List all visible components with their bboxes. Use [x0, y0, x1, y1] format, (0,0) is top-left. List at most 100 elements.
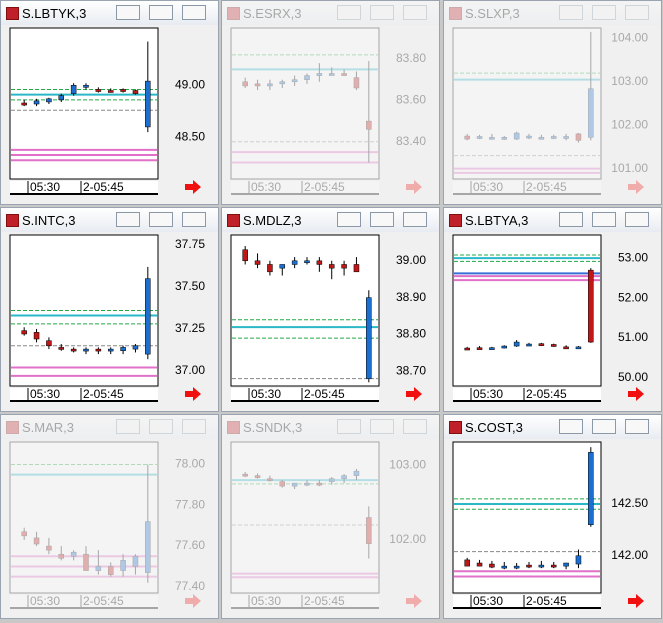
candle-body	[588, 88, 594, 138]
candle-body	[279, 81, 286, 85]
candle-body	[21, 330, 27, 335]
minimize-button[interactable]	[337, 212, 361, 227]
restore-button[interactable]	[149, 212, 173, 227]
scroll-arrow[interactable]	[406, 387, 422, 401]
y-tick-label: 37.00	[175, 363, 205, 377]
candle-body	[366, 120, 372, 130]
scroll-arrow[interactable]	[406, 594, 422, 608]
close-button[interactable]	[403, 419, 427, 434]
close-button[interactable]	[182, 5, 206, 20]
time-label: 05:30	[473, 594, 503, 608]
y-tick-label: 83.60	[396, 93, 426, 107]
minimize-button[interactable]	[559, 5, 583, 20]
close-button[interactable]	[403, 212, 427, 227]
window-icon	[227, 214, 240, 227]
close-button[interactable]	[182, 419, 206, 434]
candle-body	[107, 348, 114, 352]
restore-button[interactable]	[592, 212, 616, 227]
candle-body	[489, 563, 495, 568]
close-button[interactable]	[403, 5, 427, 20]
y-tick-label: 49.00	[175, 77, 205, 91]
candle-body	[21, 102, 27, 106]
candle-body	[563, 136, 569, 139]
minimize-button[interactable]	[116, 419, 140, 434]
candle-body	[33, 537, 40, 545]
candle-body	[33, 332, 40, 340]
candle-body	[476, 562, 483, 567]
candle-body	[254, 83, 261, 87]
y-tick-label: 83.80	[396, 51, 426, 65]
restore-button[interactable]	[370, 212, 394, 227]
candle-body	[501, 565, 508, 569]
chart-window: S.LBTYK,3 49.00 48.50 05:30 2-05:45	[0, 0, 219, 205]
window-icon	[449, 7, 462, 20]
y-tick-label: 103.00	[611, 74, 648, 88]
scroll-arrow[interactable]	[628, 180, 644, 194]
title-bar: S.LBTYA,3	[444, 208, 661, 232]
scroll-arrow[interactable]	[628, 594, 644, 608]
candle-body	[550, 344, 557, 347]
candle-body	[513, 341, 520, 347]
close-button[interactable]	[625, 5, 649, 20]
title-bar: S.LBTYK,3	[1, 1, 218, 25]
window-title: S.LBTYK,3	[22, 6, 87, 21]
candle-body	[538, 343, 545, 346]
candle-body	[267, 478, 273, 481]
candle-body	[501, 137, 508, 140]
restore-button[interactable]	[149, 5, 173, 20]
chart: 39.00 38.90 38.80 38.70 05:30 2-05:45	[230, 234, 426, 402]
scroll-arrow[interactable]	[406, 180, 422, 194]
title-bar: S.COST,3	[444, 415, 661, 439]
close-button[interactable]	[625, 419, 649, 434]
minimize-button[interactable]	[337, 5, 361, 20]
restore-button[interactable]	[370, 5, 394, 20]
minimize-button[interactable]	[559, 419, 583, 434]
close-button[interactable]	[625, 212, 649, 227]
y-tick-label: 53.00	[618, 250, 648, 264]
y-tick-label: 77.40	[175, 579, 205, 593]
time-label: 05:30	[251, 180, 281, 194]
window-title: S.INTC,3	[22, 213, 76, 228]
candle-body	[70, 551, 77, 557]
y-tick-label: 39.00	[396, 253, 426, 267]
restore-button[interactable]	[592, 5, 616, 20]
restore-button[interactable]	[149, 419, 173, 434]
y-tick-label: 38.80	[396, 327, 426, 341]
minimize-button[interactable]	[116, 5, 140, 20]
candle-body	[58, 95, 65, 101]
y-tick-label: 77.60	[175, 538, 205, 552]
minimize-button[interactable]	[116, 212, 140, 227]
candle-body	[550, 136, 557, 139]
candle-body	[353, 470, 360, 476]
restore-button[interactable]	[370, 419, 394, 434]
candle-body	[95, 89, 102, 92]
time-label: 05:30	[30, 594, 60, 608]
minimize-button[interactable]	[559, 212, 583, 227]
restore-button[interactable]	[592, 419, 616, 434]
y-tick-label: 102.00	[611, 117, 648, 131]
candle-body	[267, 264, 273, 273]
chart: 103.00 102.00 05:30 2-05:45	[230, 441, 426, 609]
scroll-arrow[interactable]	[628, 387, 644, 401]
candle-body	[513, 132, 520, 140]
close-button[interactable]	[182, 212, 206, 227]
minimize-button[interactable]	[337, 419, 361, 434]
candle-body	[242, 249, 248, 262]
chart-window: S.MDLZ,3 39.00 38.90 38.80 38.70 05:30 2-05:45	[221, 207, 440, 412]
candle-body	[353, 264, 360, 273]
candle-body	[291, 79, 298, 83]
candle-body	[58, 553, 65, 559]
candle-body	[563, 346, 569, 350]
chart-window: S.COST,3 142.50 142.00 05:30 2-05:45	[443, 414, 662, 619]
scroll-arrow[interactable]	[185, 387, 201, 401]
chart: 49.00 48.50 05:30 2-05:45	[9, 27, 205, 195]
scroll-arrow[interactable]	[185, 594, 201, 608]
scroll-arrow[interactable]	[185, 180, 201, 194]
chart-window: S.ESRX,3 83.80 83.60 83.40 05:30 2-05:45	[221, 0, 440, 205]
time-axis	[453, 181, 601, 194]
candle-body	[328, 73, 335, 76]
window-title: S.MAR,3	[22, 420, 75, 435]
candle-body	[464, 135, 470, 140]
candle-body	[120, 560, 126, 571]
candle-body	[538, 564, 545, 568]
